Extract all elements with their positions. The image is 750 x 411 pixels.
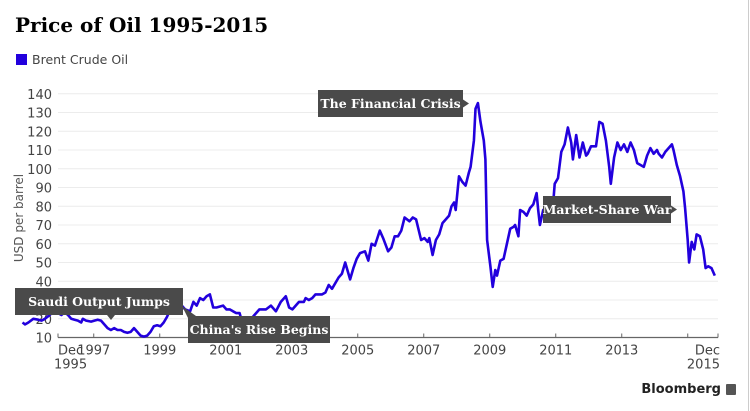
annotation-label: The Financial Crisis <box>320 96 460 111</box>
frame-border <box>748 0 749 411</box>
y-tick-label: 60 <box>35 238 52 253</box>
x-tick-label: 2015 <box>687 358 720 373</box>
y-tick-label: 90 <box>35 182 52 197</box>
x-tick-label: 2005 <box>341 344 374 359</box>
annotation-label: Saudi Output Jumps <box>28 294 170 309</box>
annotation-box <box>318 90 463 117</box>
annotation-box <box>188 316 330 343</box>
chart-title: Price of Oil 1995-2015 <box>15 13 269 37</box>
y-tick-label: 50 <box>35 257 52 272</box>
x-tick-label: Dec <box>58 344 83 359</box>
y-tick-label: 120 <box>27 125 52 140</box>
brand-name: Bloomberg <box>641 382 721 397</box>
y-tick-label: 100 <box>27 163 52 178</box>
annotation: Market-Share War <box>543 196 677 223</box>
series-line-brent <box>21 101 716 338</box>
annotation: China's Rise Begins <box>182 306 330 343</box>
annotation: Saudi Output Jumps <box>15 288 183 320</box>
y-tick-label: 70 <box>35 219 52 234</box>
annotation-pointer <box>463 99 469 108</box>
x-tick-label: 1997 <box>77 344 110 359</box>
bloomberg-icon <box>726 384 736 395</box>
x-tick-label: 2009 <box>473 344 506 359</box>
y-tick-label: 110 <box>27 144 52 159</box>
x-tick-label: 2013 <box>605 344 638 359</box>
annotation-label: Market-Share War <box>543 202 672 217</box>
annotation: The Financial Crisis <box>318 90 469 117</box>
x-tick-label: 2003 <box>275 344 308 359</box>
annotation-box <box>15 288 183 315</box>
y-tick-label: 140 <box>27 88 52 103</box>
annotation-label: China's Rise Begins <box>190 322 329 337</box>
y-tick-label: 10 <box>35 332 52 347</box>
y-axis-label: USD per barrel <box>12 174 26 262</box>
legend-swatch <box>16 54 27 65</box>
legend-label: Brent Crude Oil <box>32 52 129 67</box>
x-tick-label: Dec <box>695 344 720 359</box>
y-tick-label: 130 <box>27 107 52 122</box>
annotation-pointer <box>107 315 115 320</box>
annotation-pointer <box>182 306 196 318</box>
annotation-box <box>543 196 671 223</box>
x-tick-label: 2001 <box>209 344 242 359</box>
legend: Brent Crude Oil <box>16 52 128 67</box>
y-tick-label: 40 <box>35 275 52 290</box>
brand-logo: Bloomberg <box>641 382 736 397</box>
x-tick-label: 2011 <box>539 344 572 359</box>
x-tick-label: 2007 <box>407 344 440 359</box>
annotation-pointer <box>671 205 677 214</box>
y-tick-label: 80 <box>35 200 52 215</box>
x-tick-label: 1995 <box>54 358 87 373</box>
x-tick-label: 1999 <box>143 344 176 359</box>
